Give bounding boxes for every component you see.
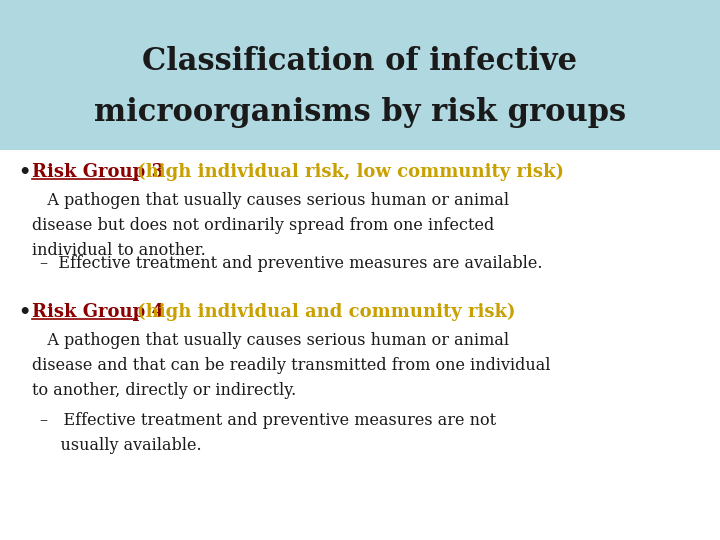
FancyBboxPatch shape [0, 0, 720, 150]
Text: microorganisms by risk groups: microorganisms by risk groups [94, 97, 626, 127]
Text: (high individual and community risk): (high individual and community risk) [137, 303, 516, 321]
Text: –  Effective treatment and preventive measures are available.: – Effective treatment and preventive mea… [40, 255, 542, 272]
Text: Risk Group 3: Risk Group 3 [32, 163, 170, 181]
Text: Classification of infective: Classification of infective [143, 46, 577, 78]
Text: (high individual risk, low community risk): (high individual risk, low community ris… [137, 163, 564, 181]
Text: –   Effective treatment and preventive measures are not
    usually available.: – Effective treatment and preventive mea… [40, 412, 496, 454]
Text: A pathogen that usually causes serious human or animal
disease and that can be r: A pathogen that usually causes serious h… [32, 332, 551, 399]
Text: Risk Group 4: Risk Group 4 [32, 303, 170, 321]
Text: •: • [18, 163, 30, 181]
Text: •: • [18, 303, 30, 321]
Text: A pathogen that usually causes serious human or animal
disease but does not ordi: A pathogen that usually causes serious h… [32, 192, 509, 259]
